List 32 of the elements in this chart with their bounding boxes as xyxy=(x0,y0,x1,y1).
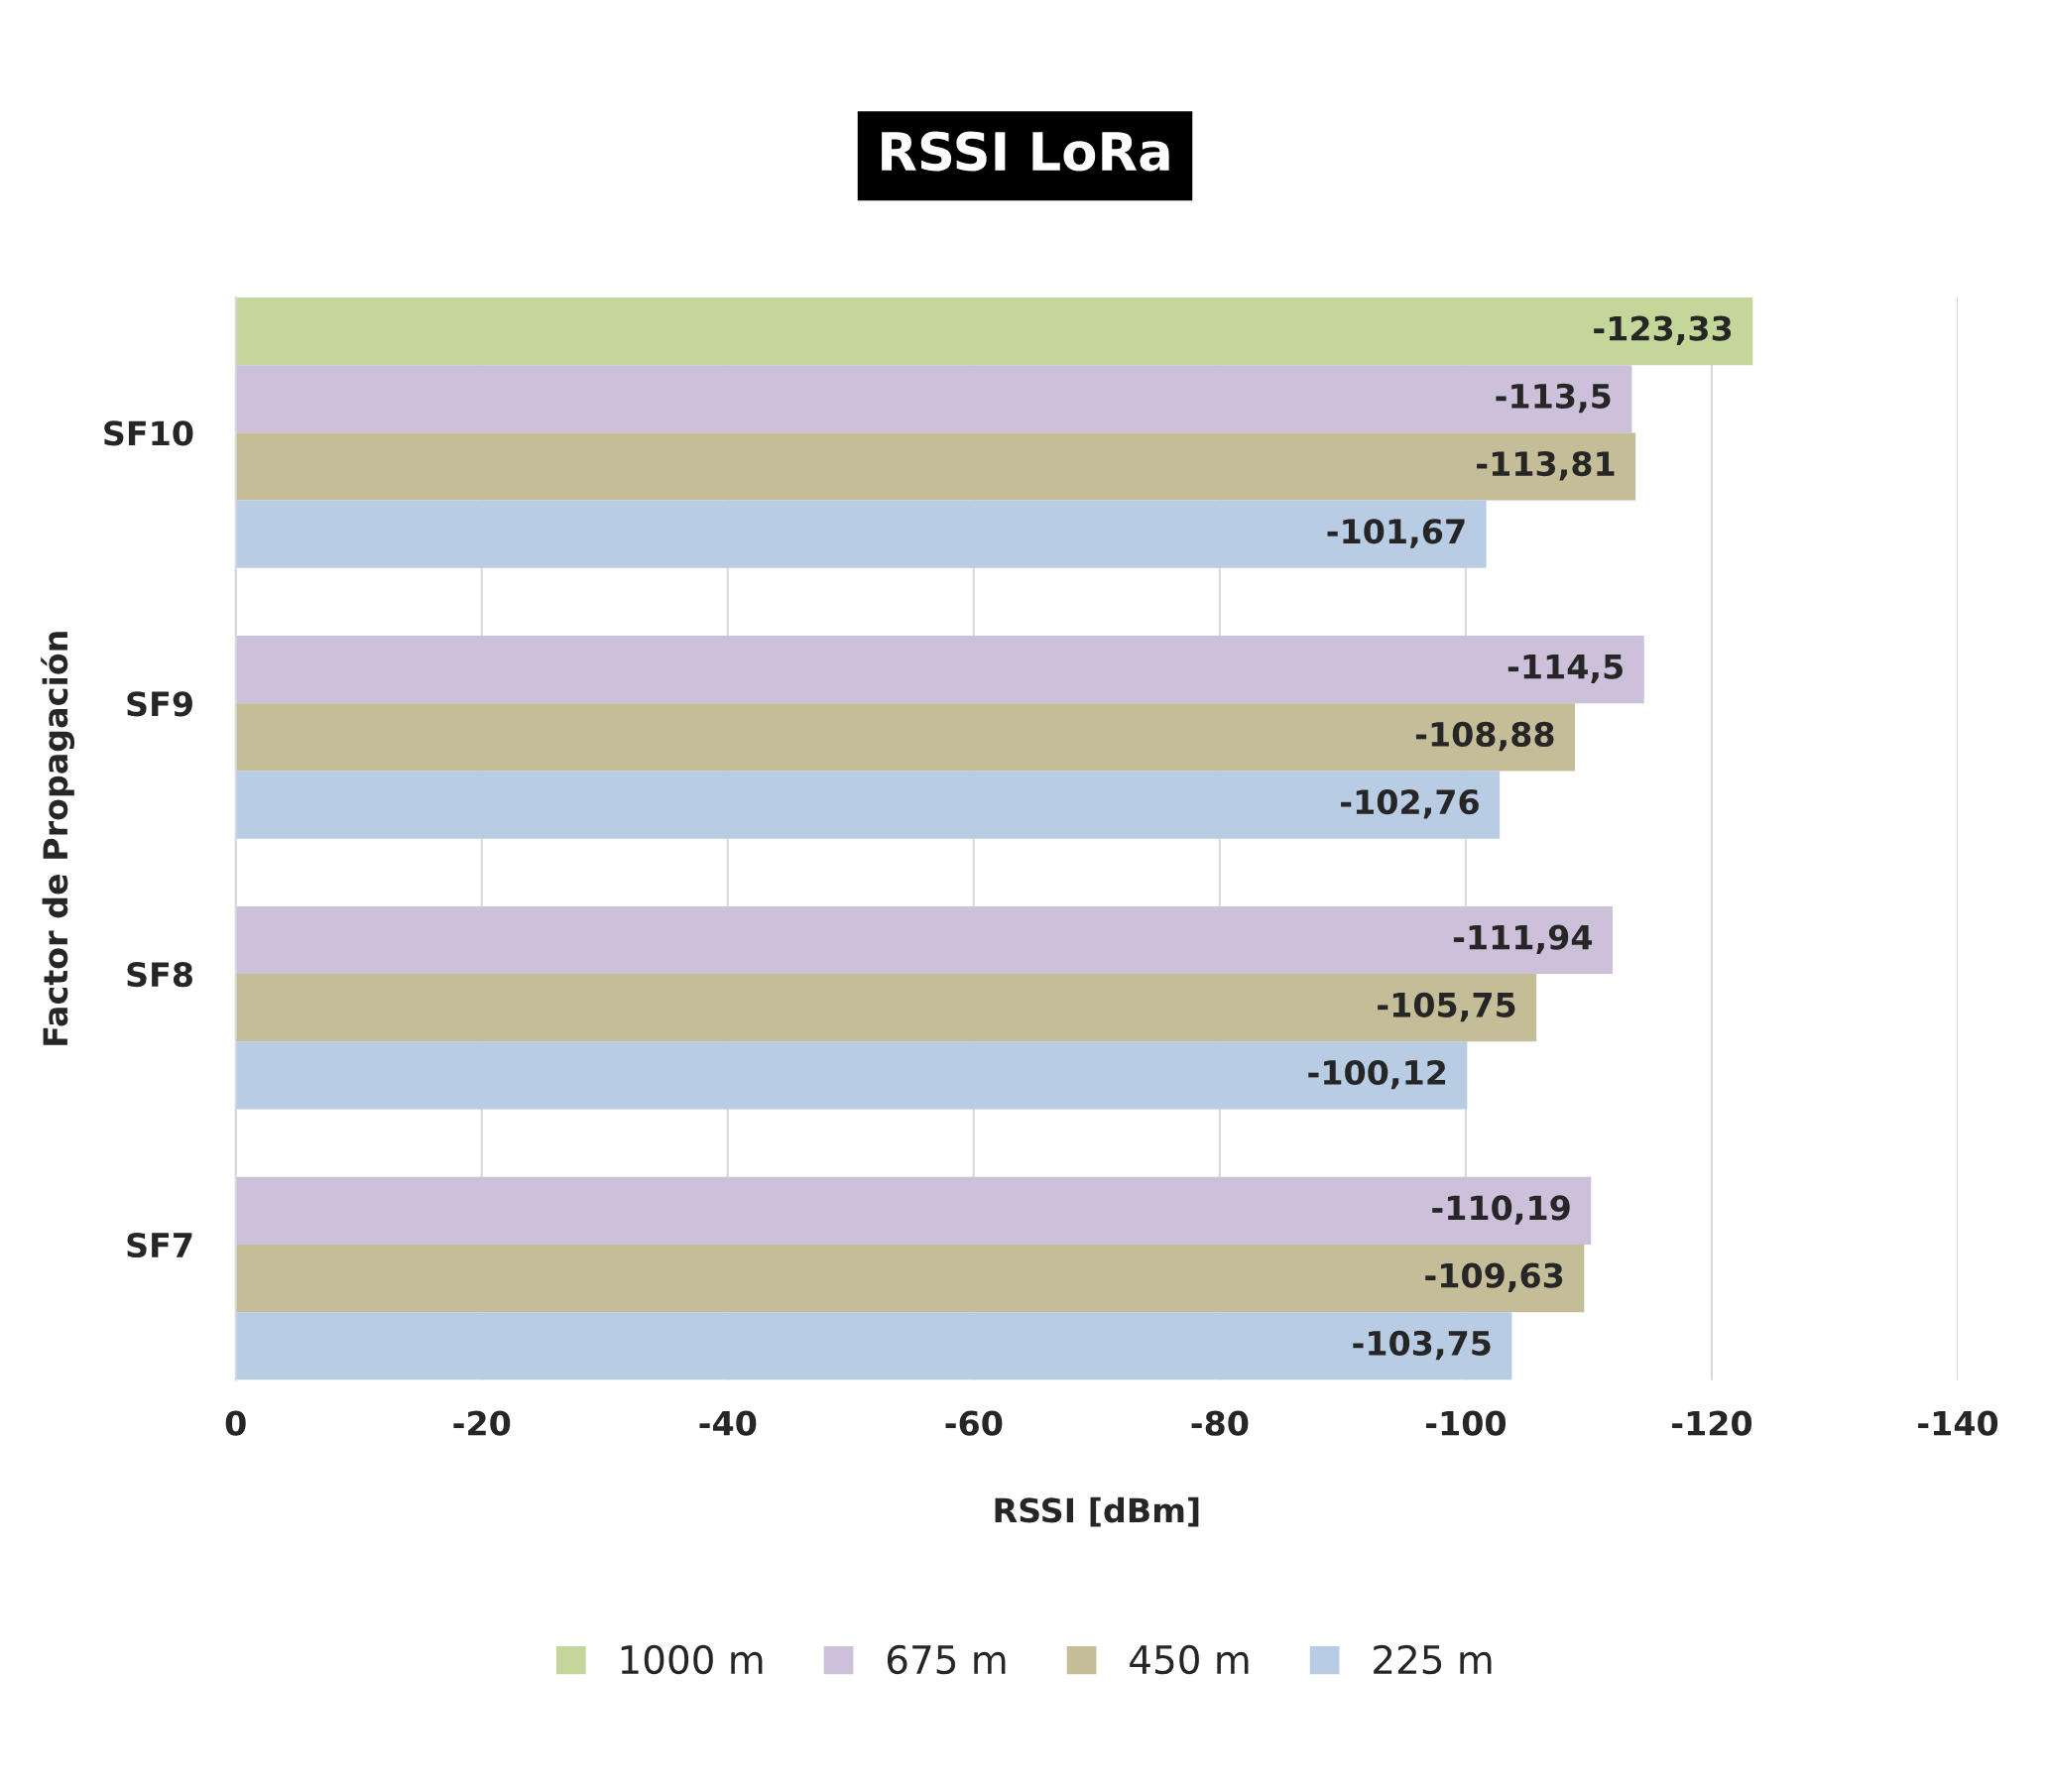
y-tick-label: SF9 xyxy=(127,691,192,717)
legend-label: 225 m xyxy=(1374,1644,1492,1675)
x-tick-label: -140 xyxy=(1918,1410,1998,1436)
legend-label: 1000 m xyxy=(621,1644,763,1675)
x-tick-label: -80 xyxy=(1191,1410,1249,1436)
x-tick-label: -20 xyxy=(453,1410,511,1436)
data-label: -108,88 xyxy=(1415,721,1554,752)
data-label: -123,33 xyxy=(1594,315,1732,345)
x-tick-label: -120 xyxy=(1672,1410,1752,1436)
y-axis-title: Factor de Propagación xyxy=(41,632,75,1045)
data-label: -110,19 xyxy=(1432,1195,1570,1225)
data-label: -101,67 xyxy=(1327,519,1465,548)
y-tick-label: SF8 xyxy=(127,962,192,988)
data-label: -113,81 xyxy=(1477,450,1615,481)
data-label: -100,12 xyxy=(1308,1059,1446,1090)
data-label: -114,5 xyxy=(1507,655,1623,684)
data-label: -103,75 xyxy=(1353,1330,1491,1361)
legend-label: 675 m xyxy=(887,1644,1006,1675)
x-tick-label: -60 xyxy=(945,1410,1003,1436)
data-label: -111,94 xyxy=(1453,924,1593,954)
legend-label: 450 m xyxy=(1130,1644,1249,1675)
x-tick-label: -100 xyxy=(1426,1410,1507,1436)
y-tick-label: SF10 xyxy=(104,420,193,446)
data-label: -109,63 xyxy=(1425,1262,1563,1292)
chart-title: RSSI LoRa xyxy=(882,131,1169,172)
data-label: -105,75 xyxy=(1378,992,1515,1022)
x-tick-label: 0 xyxy=(225,1410,246,1436)
y-tick-label: SF7 xyxy=(127,1232,192,1258)
x-tick-label: -40 xyxy=(699,1410,757,1436)
x-axis-title: RSSI [dBm] xyxy=(995,1496,1199,1527)
data-label: -102,76 xyxy=(1341,789,1479,819)
data-label: -113,5 xyxy=(1496,383,1611,414)
